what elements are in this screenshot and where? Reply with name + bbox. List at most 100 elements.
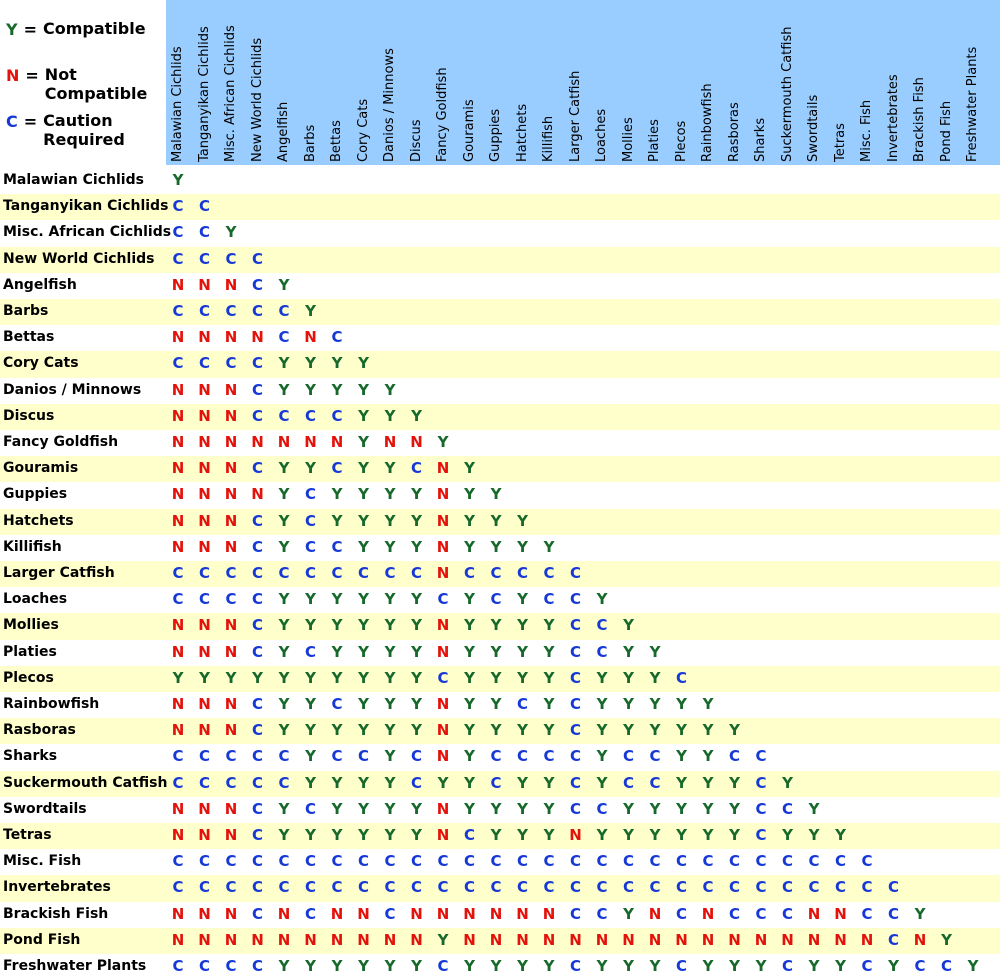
cell: N bbox=[436, 747, 450, 766]
cell: C bbox=[251, 302, 263, 320]
column-header: Gouramis bbox=[461, 99, 477, 162]
cell: Y bbox=[782, 826, 793, 844]
cell: N bbox=[171, 459, 185, 478]
cell: C bbox=[490, 878, 502, 897]
cell: Y bbox=[411, 799, 422, 818]
cell: Y bbox=[384, 747, 396, 766]
cell: Y bbox=[331, 485, 343, 504]
cell: N bbox=[304, 930, 317, 949]
cell: C bbox=[198, 249, 210, 268]
cell: C bbox=[331, 747, 343, 766]
cell: N bbox=[198, 328, 211, 347]
cell: N bbox=[198, 904, 211, 923]
cell: N bbox=[410, 433, 423, 451]
cell: Y bbox=[358, 721, 369, 740]
row-label: Danios / Minnows bbox=[3, 381, 142, 398]
cell: Y bbox=[676, 695, 687, 713]
cell: C bbox=[675, 852, 687, 871]
cell: N bbox=[224, 485, 238, 504]
cell: N bbox=[860, 930, 874, 949]
cell: C bbox=[675, 668, 687, 687]
cell: C bbox=[702, 878, 714, 897]
cell: C bbox=[410, 564, 422, 582]
cell: Y bbox=[623, 957, 634, 975]
cell: Y bbox=[490, 799, 502, 818]
cell: C bbox=[516, 852, 528, 871]
cell: Y bbox=[517, 642, 528, 661]
cell: Y bbox=[278, 957, 290, 975]
cell: N bbox=[251, 433, 264, 451]
cell: Y bbox=[358, 537, 369, 556]
cell: Y bbox=[278, 642, 290, 661]
cell: Y bbox=[517, 957, 528, 975]
cell: Y bbox=[358, 485, 369, 504]
cell: Y bbox=[358, 826, 369, 844]
cell: C bbox=[596, 616, 608, 635]
cell: C bbox=[198, 957, 210, 975]
cell: Y bbox=[517, 616, 528, 635]
column-header: Misc. Fish bbox=[859, 99, 874, 162]
cell: C bbox=[357, 878, 369, 897]
cell: N bbox=[436, 537, 450, 556]
row-label: Pond Fish bbox=[3, 931, 81, 948]
cell: N bbox=[224, 695, 238, 713]
cell: N bbox=[304, 433, 317, 451]
cell: C bbox=[331, 328, 343, 347]
table-row: Suckermouth Catfish C C C C C Y Y Y Y C Y Y C Y Y C Y C C Y Y… bbox=[0, 770, 1000, 797]
row-label: Fancy Goldfish bbox=[3, 434, 119, 450]
cell: Y bbox=[729, 721, 740, 740]
cell: Y bbox=[490, 511, 502, 530]
cell: C bbox=[172, 354, 184, 373]
cell: C bbox=[225, 957, 237, 975]
cell: C bbox=[198, 590, 210, 609]
legend-item: C = Caution Required bbox=[6, 111, 166, 149]
cell: Y bbox=[305, 668, 316, 687]
cell: C bbox=[596, 799, 608, 818]
cell: N bbox=[251, 485, 264, 504]
cell: C bbox=[675, 957, 687, 975]
cell: N bbox=[675, 930, 688, 949]
cell: Y bbox=[331, 799, 343, 818]
table-row: Gouramis N N N C Y Y C Y Y C N Y bbox=[0, 456, 1000, 483]
cell: C bbox=[781, 878, 793, 897]
cell: Y bbox=[464, 485, 475, 504]
cell: N bbox=[224, 799, 238, 818]
cell: N bbox=[171, 485, 185, 504]
legend-symbol: Y bbox=[6, 20, 18, 39]
cell: Y bbox=[543, 957, 555, 975]
cell: C bbox=[675, 904, 687, 923]
cell: Y bbox=[464, 459, 475, 478]
cell: C bbox=[278, 747, 290, 766]
column-header: Suckermouth Catfish bbox=[779, 26, 795, 162]
cell: Y bbox=[358, 695, 369, 713]
row-label: Loaches bbox=[3, 591, 68, 608]
cell: N bbox=[198, 826, 211, 844]
cell: Y bbox=[543, 616, 555, 635]
cell: C bbox=[463, 826, 475, 844]
cell: C bbox=[198, 564, 210, 582]
cell: C bbox=[251, 616, 263, 635]
cell: Y bbox=[411, 668, 422, 687]
cell: Y bbox=[729, 826, 740, 844]
header-band bbox=[166, 0, 1000, 165]
cell: N bbox=[516, 904, 529, 923]
cell: Y bbox=[305, 590, 316, 609]
cell: C bbox=[172, 878, 184, 897]
row-label: Tanganyikan Cichlids bbox=[3, 198, 169, 215]
cell: Y bbox=[305, 695, 316, 713]
cell: C bbox=[781, 957, 793, 975]
column-header: Killifish bbox=[541, 115, 556, 162]
row-label: Suckermouth Catfish bbox=[3, 774, 168, 791]
cell: C bbox=[437, 957, 449, 975]
cell: C bbox=[251, 511, 263, 530]
table-row: Tetras N N N C Y Y Y Y Y Y N C Y Y Y N Y Y Y Y Y Y C Y Y Y bbox=[0, 823, 1000, 850]
cell: C bbox=[543, 852, 555, 871]
cell: N bbox=[516, 930, 529, 949]
cell: N bbox=[198, 433, 211, 451]
cell: Y bbox=[384, 616, 396, 635]
cell: N bbox=[701, 930, 715, 949]
cell: C bbox=[384, 564, 396, 582]
cell: Y bbox=[543, 668, 555, 687]
cell: Y bbox=[384, 826, 396, 844]
cell: N bbox=[728, 930, 741, 949]
